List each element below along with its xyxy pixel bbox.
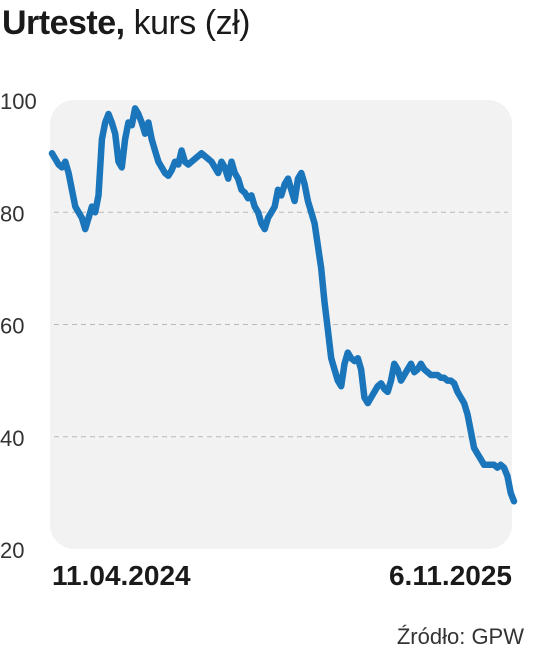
chart-title-name: Urteste,	[2, 4, 125, 42]
chart-title-unit: kurs (zł)	[133, 4, 251, 42]
x-tick-label: 6.11.2025	[389, 560, 512, 591]
y-tick-label: 80	[0, 201, 24, 226]
series-line	[48, 105, 518, 505]
y-tick-label: 40	[0, 426, 24, 451]
y-tick-label: 60	[0, 314, 24, 339]
y-tick-label: 100	[0, 89, 37, 114]
y-tick-label: 20	[0, 538, 24, 563]
grid-lines	[54, 211, 508, 438]
x-axis-labels: 11.04.2024 6.11.2025	[52, 560, 512, 591]
series-layer	[48, 105, 518, 505]
chart-title: Urteste, kurs (zł)	[2, 4, 250, 43]
source-note: Źródło: GPW	[396, 624, 524, 649]
x-tick-label: 11.04.2024	[52, 560, 191, 591]
y-axis-labels: 20 40 60 80 100	[0, 89, 37, 563]
